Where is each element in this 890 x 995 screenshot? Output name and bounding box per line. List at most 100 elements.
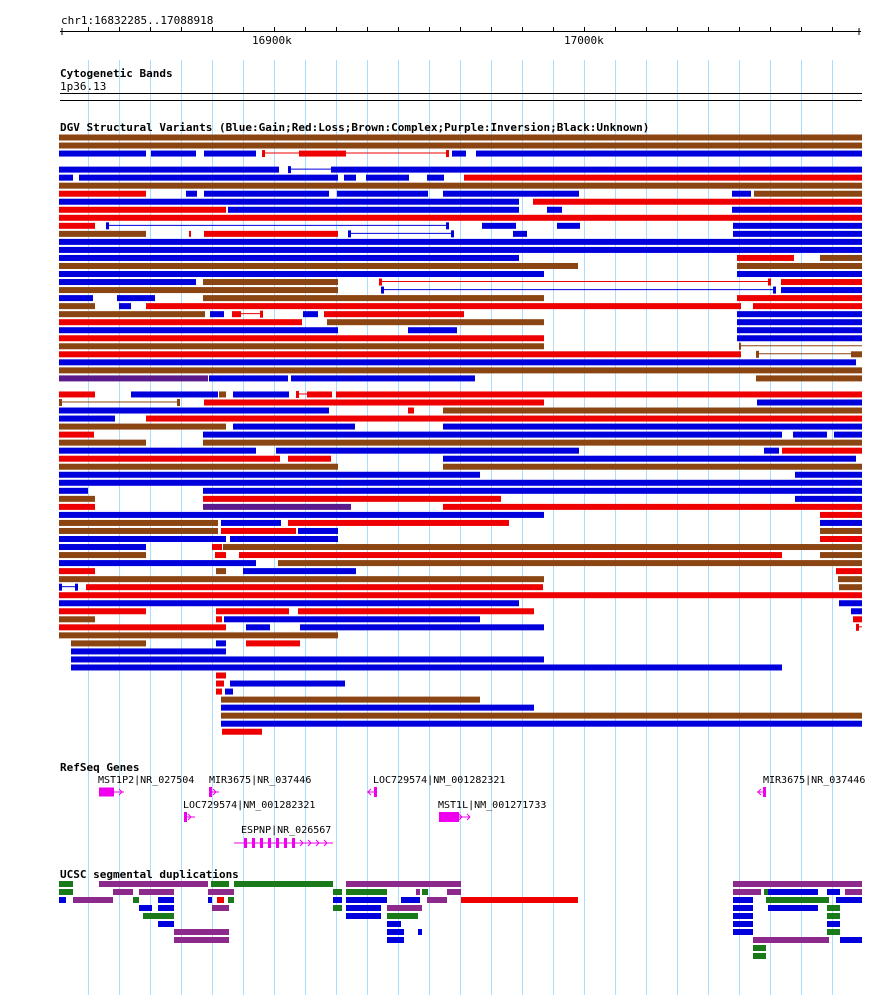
dgv-complex-variant[interactable] — [203, 295, 544, 302]
dgv-gain-variant[interactable] — [75, 583, 78, 591]
dgv-loss-variant[interactable] — [204, 399, 544, 406]
dgv-loss-variant[interactable] — [59, 391, 95, 398]
dgv-gain-variant[interactable] — [737, 311, 862, 318]
segdup-feature[interactable] — [387, 929, 404, 935]
segdup-feature[interactable] — [174, 929, 229, 935]
dgv-gain-variant[interactable] — [59, 327, 338, 334]
dgv-complex-variant[interactable] — [59, 423, 226, 430]
segdup-feature[interactable] — [753, 953, 766, 959]
dgv-gain-variant[interactable] — [59, 174, 73, 181]
dgv-gain-variant[interactable] — [59, 511, 544, 518]
dgv-complex-variant[interactable] — [221, 712, 862, 719]
dgv-complex-variant[interactable] — [203, 439, 862, 446]
dgv-complex-variant[interactable] — [820, 552, 862, 559]
dgv-gain-variant[interactable] — [59, 536, 226, 542]
dgv-gain-variant[interactable] — [59, 471, 480, 478]
dgv-complex-variant[interactable] — [59, 439, 146, 446]
dgv-gain-variant[interactable] — [737, 335, 862, 342]
dgv-gain-variant[interactable] — [773, 286, 776, 294]
dgv-loss-variant[interactable] — [288, 519, 509, 526]
dgv-gain-variant[interactable] — [59, 600, 519, 607]
dgv-loss-variant[interactable] — [203, 495, 501, 502]
dgv-gain-variant[interactable] — [381, 286, 384, 294]
gene-label[interactable]: LOC729574|NM_001282321 — [183, 800, 316, 811]
dgv-gain-variant[interactable] — [781, 287, 862, 294]
dgv-loss-variant[interactable] — [836, 568, 862, 575]
dgv-complex-variant[interactable] — [59, 398, 62, 406]
dgv-gain-variant[interactable] — [216, 640, 226, 647]
gene-label[interactable]: MST1L|NM_001271733 — [438, 800, 547, 811]
dgv-loss-variant[interactable] — [212, 544, 222, 551]
segdup-feature[interactable] — [422, 889, 428, 895]
dgv-gain-variant[interactable] — [793, 431, 827, 438]
dgv-loss-variant[interactable] — [189, 230, 191, 237]
refseq-exon[interactable] — [184, 812, 187, 822]
dgv-complex-variant[interactable] — [59, 311, 205, 318]
segdup-feature[interactable] — [346, 913, 381, 919]
dgv-complex-variant[interactable] — [59, 230, 146, 237]
dgv-loss-variant[interactable] — [262, 150, 265, 158]
gene-label[interactable]: MIR3675|NR_037446 — [763, 775, 866, 786]
dgv-gain-variant[interactable] — [348, 230, 351, 238]
refseq-exon[interactable] — [439, 812, 459, 822]
dgv-gain-variant[interactable] — [59, 166, 279, 173]
dgv-gain-variant[interactable] — [233, 391, 289, 398]
segdup-feature[interactable] — [208, 889, 234, 895]
dgv-gain-variant[interactable] — [59, 198, 519, 205]
refseq-exon[interactable] — [252, 838, 255, 848]
gene-label[interactable]: MST1P2|NR_027504 — [98, 775, 195, 786]
dgv-gain-variant[interactable] — [834, 431, 862, 438]
segdup-feature[interactable] — [143, 913, 174, 919]
dgv-gain-variant[interactable] — [59, 583, 62, 591]
dgv-loss-variant[interactable] — [86, 584, 543, 591]
dgv-gain-variant[interactable] — [737, 271, 862, 278]
dgv-gain-variant[interactable] — [59, 359, 856, 366]
dgv-loss-variant[interactable] — [782, 447, 862, 454]
dgv-loss-variant[interactable] — [737, 254, 794, 261]
dgv-complex-variant[interactable] — [59, 527, 218, 534]
segdup-feature[interactable] — [59, 889, 73, 895]
dgv-gain-variant[interactable] — [59, 238, 862, 245]
segdup-feature[interactable] — [827, 929, 840, 935]
dgv-gain-variant[interactable] — [59, 560, 256, 567]
dgv-loss-variant[interactable] — [307, 391, 332, 398]
segdup-feature[interactable] — [418, 929, 422, 935]
dgv-gain-variant[interactable] — [443, 190, 579, 197]
dgv-complex-variant[interactable] — [754, 190, 862, 197]
refseq-exon[interactable] — [260, 838, 263, 848]
segdup-feature[interactable] — [211, 881, 229, 887]
dgv-gain-variant[interactable] — [757, 399, 862, 406]
segdup-feature[interactable] — [234, 881, 333, 887]
dgv-gain-variant[interactable] — [59, 544, 146, 551]
segdup-feature[interactable] — [158, 905, 174, 911]
dgv-loss-variant[interactable] — [288, 455, 331, 462]
dgv-gain-variant[interactable] — [106, 222, 109, 230]
refseq-exon[interactable] — [99, 787, 114, 797]
dgv-gain-variant[interactable] — [298, 527, 338, 534]
segdup-feature[interactable] — [768, 889, 818, 895]
dgv-gain-variant[interactable] — [476, 150, 862, 157]
segdup-feature[interactable] — [733, 881, 862, 887]
segdup-feature[interactable] — [733, 929, 753, 935]
dgv-gain-variant[interactable] — [59, 407, 329, 414]
dgv-loss-variant[interactable] — [216, 688, 222, 695]
gene-label[interactable]: LOC729574|NM_001282321 — [373, 775, 506, 786]
dgv-loss-variant[interactable] — [222, 728, 262, 735]
dgv-gain-variant[interactable] — [443, 423, 862, 430]
dgv-gain-variant[interactable] — [288, 166, 291, 174]
dgv-gain-variant[interactable] — [795, 471, 862, 478]
dgv-complex-variant[interactable] — [223, 544, 862, 551]
dgv-complex-variant[interactable] — [59, 262, 578, 269]
dgv-loss-variant[interactable] — [221, 527, 296, 534]
dgv-gain-variant[interactable] — [300, 624, 544, 631]
dgv-gain-variant[interactable] — [203, 431, 782, 438]
dgv-complex-variant[interactable] — [59, 142, 862, 149]
dgv-complex-variant[interactable] — [59, 519, 218, 526]
segdup-feature[interactable] — [333, 889, 342, 895]
dgv-gain-variant[interactable] — [119, 303, 131, 310]
dgv-gain-variant[interactable] — [59, 295, 93, 302]
dgv-gain-variant[interactable] — [344, 174, 356, 181]
dgv-gain-variant[interactable] — [337, 190, 428, 197]
dgv-gain-variant[interactable] — [59, 415, 115, 422]
dgv-gain-variant[interactable] — [186, 190, 197, 197]
